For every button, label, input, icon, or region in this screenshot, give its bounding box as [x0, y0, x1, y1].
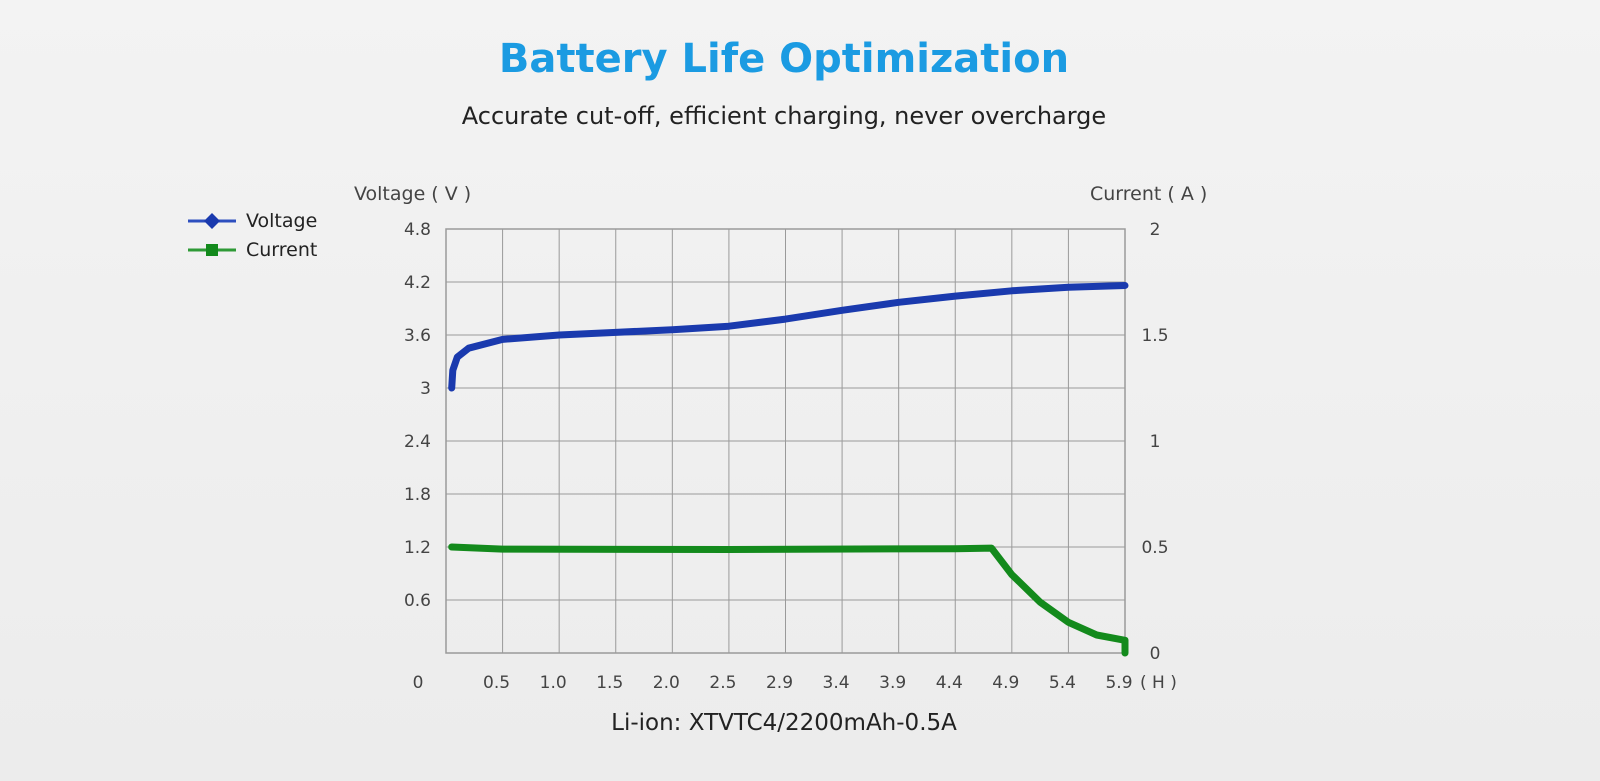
x-tick-label: 2.5 [709, 673, 736, 693]
y2-axis-label: Current ( A ) [1090, 183, 1207, 205]
y-tick-label: 3.6 [404, 326, 431, 346]
x-tick-label: 3.9 [879, 673, 906, 693]
y-tick-label: 1.8 [404, 485, 431, 505]
y-tick-label: 4.8 [404, 220, 431, 240]
series-line-voltage [448, 282, 1129, 392]
x-tick-label: 3.4 [823, 673, 850, 693]
series-line-current [448, 543, 1129, 657]
y2-tick-label: 2 [1150, 220, 1161, 240]
y-tick-label: 0.6 [404, 591, 431, 611]
x-tick-label: 4.9 [992, 673, 1019, 693]
page-title: Battery Life Optimization [498, 36, 1070, 82]
square-marker-icon [188, 243, 236, 256]
diamond-marker-icon [188, 212, 236, 229]
legend-label: Voltage [246, 209, 318, 232]
x-tick-label: 2.9 [766, 673, 793, 693]
y2-tick-label: 0.5 [1141, 538, 1168, 558]
x-tick-label: 0.5 [483, 673, 510, 693]
y-tick-label: 4.2 [404, 273, 431, 293]
x-tick-label: 1.5 [596, 673, 623, 693]
x-tick-label: 5.4 [1049, 673, 1076, 693]
x-tick-label: 2.0 [653, 673, 680, 693]
x-unit-label: ( H ) [1140, 673, 1177, 693]
x-tick-label: 1.0 [540, 673, 567, 693]
legend-label: Current [246, 238, 318, 261]
y2-tick-label: 1.5 [1141, 326, 1168, 346]
chart-caption: Li-ion: XTVTC4/2200mAh-0.5A [611, 710, 957, 736]
y-tick-label: 2.4 [404, 432, 431, 452]
x-tick-label: 5.9 [1105, 673, 1132, 693]
y-tick-label: 1.2 [404, 538, 431, 558]
y2-tick-label: 0 [1150, 644, 1161, 664]
x-tick-label: 4.4 [936, 673, 963, 693]
legend-item-current: Current [188, 235, 317, 264]
x-origin-label: 0 [413, 673, 424, 693]
page-subtitle: Accurate cut-off, efficient charging, ne… [461, 102, 1107, 130]
y-axis-label: Voltage ( V ) [354, 183, 471, 205]
legend-item-voltage: Voltage [188, 206, 317, 235]
y-tick-label: 3 [420, 379, 431, 399]
y2-tick-label: 1 [1150, 432, 1161, 452]
chart-legend: Voltage Current [188, 206, 317, 264]
